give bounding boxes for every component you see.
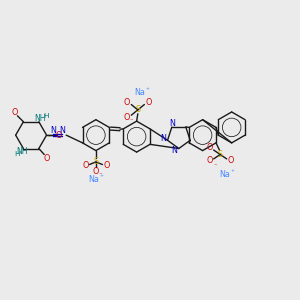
Text: S: S [135, 105, 140, 114]
Text: O: O [228, 157, 234, 166]
Text: NH: NH [34, 114, 46, 123]
Text: O: O [56, 130, 62, 140]
Text: O: O [44, 154, 50, 163]
Text: ⁻: ⁻ [130, 119, 133, 125]
Text: ⁺: ⁺ [99, 175, 103, 181]
Text: H: H [14, 151, 19, 157]
Text: O: O [145, 98, 152, 107]
Text: ⁻: ⁻ [213, 163, 217, 169]
Text: O: O [206, 143, 213, 152]
Text: O: O [93, 167, 99, 176]
Text: O: O [124, 98, 130, 107]
Text: O: O [206, 157, 213, 166]
Text: N: N [172, 146, 178, 155]
Text: O: O [11, 108, 18, 117]
Text: NH: NH [16, 147, 28, 156]
Text: S: S [218, 150, 223, 159]
Text: N: N [59, 127, 65, 136]
Text: Na: Na [88, 175, 99, 184]
Text: N: N [160, 134, 166, 143]
Text: Na: Na [219, 169, 230, 178]
Text: ⁺: ⁺ [146, 88, 150, 94]
Text: N: N [50, 127, 56, 136]
Text: N: N [169, 118, 175, 127]
Text: O: O [124, 113, 130, 122]
Text: H: H [43, 113, 48, 119]
Text: ⁻: ⁻ [98, 172, 102, 178]
Text: O: O [103, 161, 110, 170]
Text: ⁺: ⁺ [230, 170, 234, 176]
Text: O: O [82, 161, 89, 170]
Text: Na: Na [134, 88, 145, 97]
Text: S: S [93, 158, 98, 166]
